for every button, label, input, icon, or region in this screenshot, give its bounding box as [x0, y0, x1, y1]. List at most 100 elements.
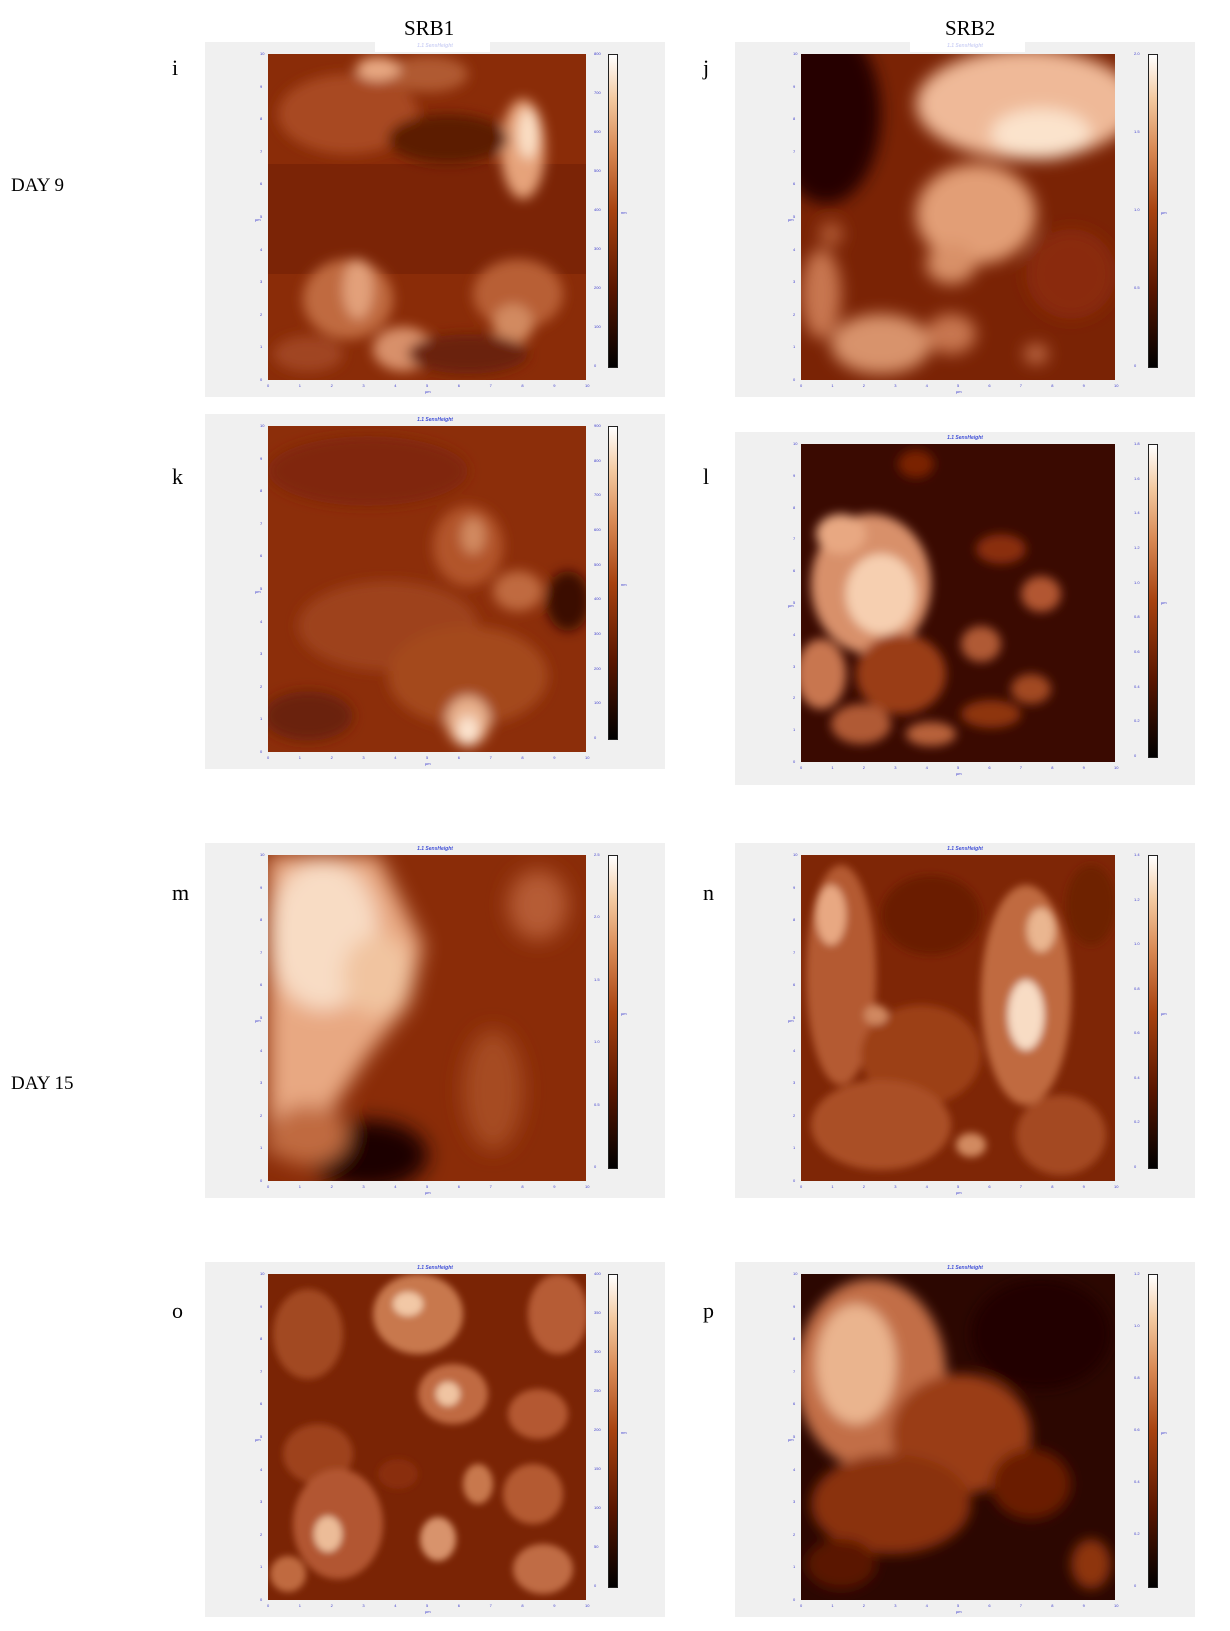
y-tick-label: 1 — [793, 1564, 796, 1570]
x-tick-label: 5 — [426, 383, 429, 388]
y-tick-label: 2 — [793, 1112, 796, 1118]
y-tick-label: 0 — [260, 377, 263, 382]
y-axis-unit: µm — [788, 1018, 794, 1023]
y-tick-label: 5 — [793, 1015, 796, 1020]
colorbar-tick-label: 350 — [594, 1310, 601, 1315]
colorbar-tick-label: 1.5 — [1134, 129, 1140, 134]
y-tick-label: 8 — [793, 504, 796, 510]
y-tick-label: 5 — [260, 1434, 263, 1439]
x-tick-label: 4 — [925, 1184, 928, 1189]
colorbar-tick-label: 0.6 — [1134, 649, 1140, 654]
panel-letter-i: i — [172, 55, 179, 80]
x-tick-label: 5 — [426, 1603, 429, 1608]
y-tick-label: 1 — [793, 1145, 796, 1151]
y-axis-unit: µm — [788, 1437, 794, 1442]
afm-panel-j: 1.1 SensHeight 0 0 1 1 2 2 3 3 4 4 5 5 6 6 7 7 8 8 9 9 10 10 µ… — [735, 42, 1195, 397]
colorbar-k — [608, 426, 618, 740]
y-tick-label: 4 — [260, 246, 263, 252]
x-tick-label: 6 — [457, 1603, 461, 1608]
x-tick-label: 7 — [1019, 1603, 1023, 1608]
x-tick-label: 7 — [1019, 383, 1023, 388]
afm-image-k — [268, 426, 586, 752]
x-tick-label: 2 — [330, 755, 333, 760]
afm-image-i — [268, 54, 586, 380]
x-tick-label: 2 — [862, 765, 866, 770]
colorbar-tick-label: 400 — [594, 596, 601, 602]
y-tick-label: 10 — [793, 441, 798, 446]
y-tick-label: 5 — [793, 1434, 796, 1439]
colorbar-tick-label: 50 — [594, 1544, 599, 1549]
colorbar-tick-label: 400 — [594, 207, 601, 212]
y-axis-unit: µm — [255, 1018, 261, 1023]
y-tick-label: 10 — [260, 423, 265, 428]
y-tick-label: 4 — [260, 618, 263, 624]
x-tick-label: 4 — [925, 1603, 928, 1608]
y-tick-label: 9 — [793, 472, 796, 478]
colorbar-tick-label: 0.8 — [1134, 614, 1140, 620]
x-tick-label: 10 — [1114, 1184, 1119, 1189]
colorbar-unit: µm — [1161, 600, 1167, 605]
x-tick-label: 10 — [585, 383, 590, 388]
colorbar-tick-label: 1.2 — [1134, 896, 1140, 902]
colorbar-m — [608, 855, 618, 1169]
panel-letter-l: l — [703, 464, 710, 489]
panel-title-m: 1.1 SensHeight — [417, 846, 453, 852]
colorbar-tick-label: 1.2 — [1134, 545, 1140, 550]
colorbar-tick-label: 0.4 — [1134, 1479, 1140, 1484]
x-tick-label: 0 — [800, 1184, 803, 1189]
y-tick-label: 1 — [260, 716, 263, 722]
y-tick-label: 9 — [260, 884, 263, 890]
column-title-srb1: SRB1 — [404, 16, 455, 40]
x-tick-label: 5 — [426, 1184, 429, 1189]
afm-panel-m: 1.1 SensHeight 0 0 1 1 2 2 3 3 4 4 5 5 6 6 7 7 8 8 9 9 10 10 µ… — [205, 843, 665, 1198]
x-tick-label: 4 — [925, 765, 928, 770]
colorbar-tick-label: 100 — [594, 1505, 601, 1510]
x-tick-label: 1 — [298, 383, 302, 388]
y-tick-label: 2 — [793, 1531, 796, 1537]
afm-panel-n: 1.1 SensHeight 0 0 1 1 2 2 3 3 4 4 5 5 6 6 7 7 8 8 9 9 10 10 µ… — [735, 843, 1195, 1198]
y-tick-label: 8 — [260, 917, 263, 923]
y-tick-label: 4 — [260, 1047, 263, 1053]
colorbar-tick-label: 1.4 — [1134, 510, 1140, 516]
y-tick-label: 2 — [793, 311, 796, 317]
x-tick-label: 0 — [267, 383, 270, 388]
y-tick-label: 6 — [793, 181, 796, 187]
x-tick-label: 3 — [894, 1603, 897, 1608]
x-tick-label: 8 — [1051, 1184, 1054, 1189]
x-axis-unit: µm — [425, 1190, 431, 1195]
x-tick-label: 6 — [988, 1603, 991, 1608]
x-tick-label: 10 — [1114, 765, 1119, 770]
y-tick-label: 9 — [260, 455, 263, 461]
colorbar-tick-label: 250 — [594, 1388, 601, 1393]
x-tick-label: 9 — [1082, 1603, 1085, 1608]
x-axis-unit: µm — [956, 389, 962, 394]
y-tick-label: 7 — [793, 148, 796, 154]
colorbar-tick-label: 300 — [594, 631, 601, 636]
colorbar-tick-label: 400 — [594, 1271, 601, 1276]
x-tick-label: 3 — [894, 765, 897, 770]
x-tick-label: 5 — [957, 383, 960, 388]
y-tick-label: 7 — [260, 1368, 263, 1374]
y-tick-label: 6 — [793, 1401, 796, 1407]
y-tick-label: 0 — [260, 1178, 263, 1183]
colorbar-tick-label: 700 — [594, 90, 601, 95]
colorbar-unit: nm — [621, 210, 627, 215]
y-tick-label: 9 — [793, 1303, 796, 1309]
y-tick-label: 3 — [260, 279, 263, 285]
afm-panel-i: 1.1 SensHeight 0 0 1 1 2 2 3 3 4 4 5 5 6 6 7 7 8 8 9 9 10 10 µ… — [205, 42, 665, 397]
colorbar-tick-label: 0 — [594, 1583, 597, 1588]
x-tick-label: 7 — [489, 1184, 492, 1189]
y-tick-label: 4 — [793, 1047, 796, 1053]
afm-panel-k: 1.1 SensHeight 0 0 1 1 2 2 3 3 4 4 5 5 6 6 7 7 8 8 9 9 10 10 µ… — [205, 414, 665, 769]
x-tick-label: 2 — [862, 1603, 866, 1608]
y-tick-label: 5 — [260, 214, 263, 219]
colorbar-tick-label: 2.0 — [1134, 51, 1140, 56]
panel-letter-m: m — [172, 880, 190, 905]
colorbar-tick-label: 1.5 — [594, 976, 600, 982]
x-tick-label: 6 — [988, 765, 991, 770]
colorbar-n — [1148, 855, 1158, 1169]
afm-panel-l: 1.1 SensHeight 0 0 1 1 2 2 3 3 4 4 5 5 6 6 7 7 8 8 9 9 10 10 µ… — [735, 432, 1195, 785]
colorbar-tick-label: 200 — [594, 285, 601, 290]
y-tick-label: 1 — [260, 344, 263, 350]
x-tick-label: 2 — [862, 1184, 866, 1189]
